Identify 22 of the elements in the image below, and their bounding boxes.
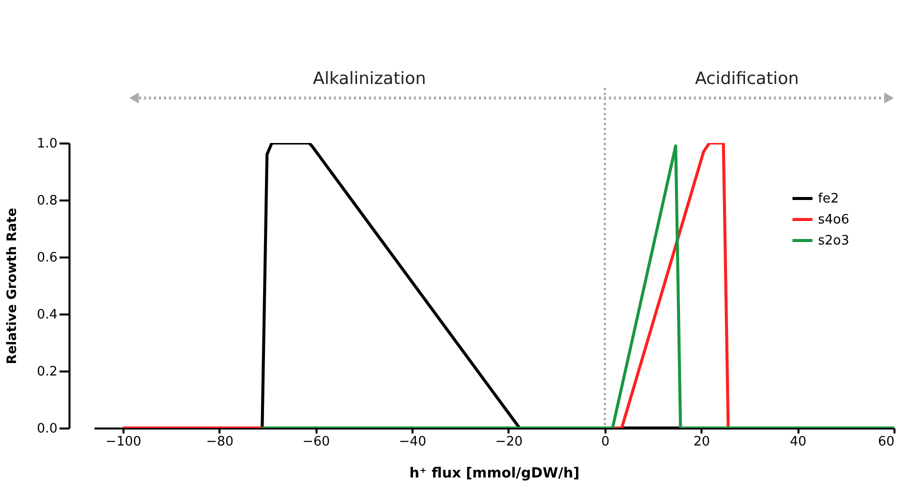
x-tick-label: −100 <box>106 434 142 450</box>
legend-label: s4o6 <box>818 212 850 228</box>
y-axis-title: Relative Growth Rate <box>4 208 20 364</box>
x-tick-label: −80 <box>206 434 234 450</box>
y-tick-label: 0.6 <box>36 250 58 266</box>
text: Acidification <box>694 69 799 89</box>
x-tick-label: −40 <box>398 434 426 450</box>
x-tick-label: −60 <box>302 434 330 450</box>
x-tick-label: 60 <box>878 434 894 450</box>
y-tick-label: 0.4 <box>36 308 58 322</box>
x-axis-title: h⁺ flux [mmol/gDW/h] <box>409 466 580 482</box>
x-tick-label: 20 <box>693 434 710 450</box>
x-tick-label: 0 <box>601 434 610 450</box>
x-tick-label: −20 <box>495 434 523 450</box>
y-tick-label: 0.2 <box>36 364 58 380</box>
x-tick-label: 40 <box>790 434 806 450</box>
legend-label: s2o3 <box>818 234 850 248</box>
text: Alkalinization <box>312 69 426 89</box>
y-tick-label: 0.8 <box>36 194 58 208</box>
legend-label: fe2 <box>818 192 839 206</box>
y-tick-label: 1.0 <box>36 136 58 152</box>
y-tick-label: 0.0 <box>36 422 58 436</box>
